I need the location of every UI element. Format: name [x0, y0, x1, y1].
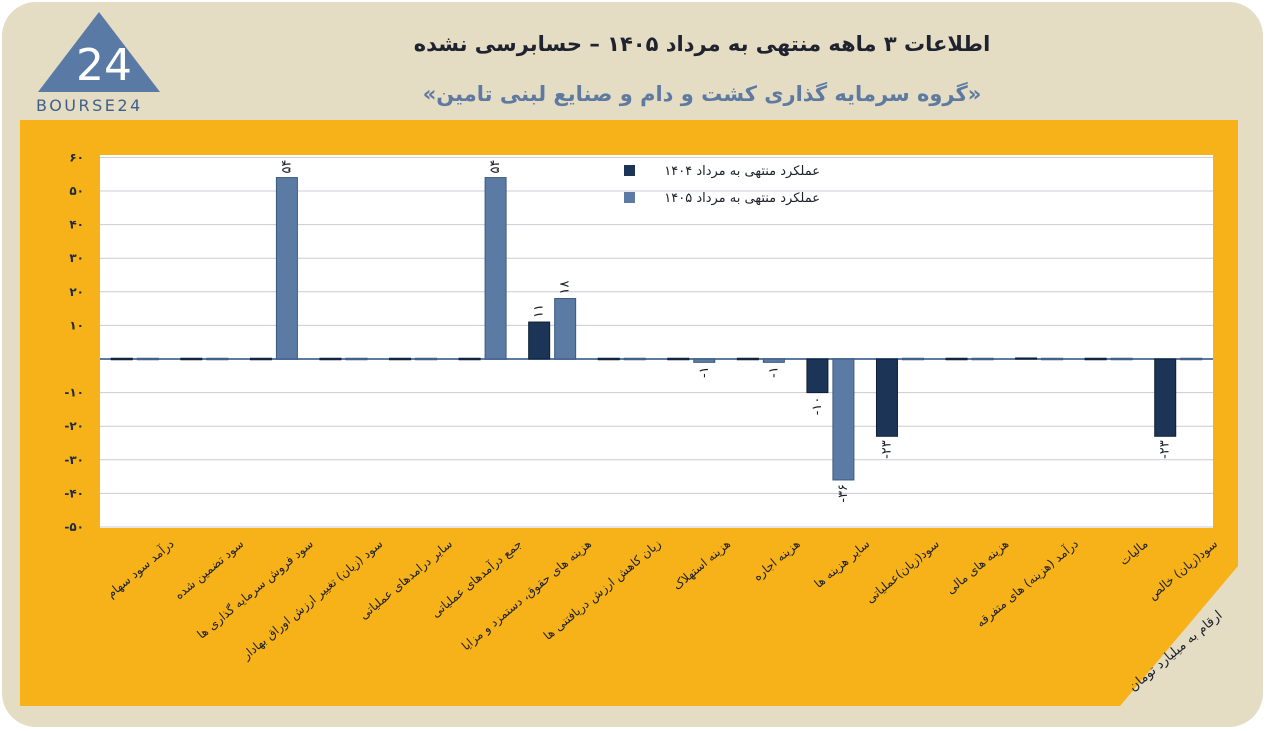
bar [458, 357, 481, 361]
y-axis-ticks: ۶۰ ۵۰ ۴۰ ۳۰ ۲۰ ۱۰ -۱۰ -۲۰ -۳۰ -۴۰ -۵۰ [64, 150, 84, 534]
bar [971, 357, 994, 361]
data-label: -۱۰ [810, 397, 825, 416]
bourse24-logo: 24 BOURSE24 [34, 10, 164, 118]
y-tick-label: ۱۰ [69, 318, 84, 332]
legend-swatch [624, 165, 635, 176]
bar [623, 357, 646, 361]
data-label: -۱ [697, 366, 712, 378]
y-tick-label: ۶۰ [69, 150, 84, 164]
legend-swatch [624, 192, 635, 203]
logo-number: 24 [76, 40, 132, 91]
bar [1015, 357, 1038, 360]
bar [319, 357, 342, 361]
legend-label: عملکرد منتهی به مرداد ۱۴۰۵ [664, 191, 820, 206]
bar [180, 357, 203, 361]
bar [345, 357, 368, 361]
bars [110, 177, 1203, 481]
bar [1180, 357, 1203, 361]
y-tick-label: -۲۰ [64, 419, 84, 433]
bar [389, 357, 412, 361]
y-tick-label: ۳۰ [69, 251, 84, 265]
bar [762, 358, 785, 363]
y-tick-label: -۱۰ [64, 386, 84, 400]
bar [206, 357, 229, 361]
bar [1084, 357, 1107, 361]
units-corner [1120, 566, 1238, 706]
data-label: ۵۴ [279, 160, 294, 174]
bar [1154, 358, 1177, 437]
data-labels: ۵۴ ۵۴ ۱۱ ۱۸ -۱ -۱ -۱۰ -۳۶ -۲۳ -۲۳ [279, 160, 1172, 503]
page-subtitle: «گروه سرمایه گذاری کشت و دام و صنایع لبن… [422, 82, 982, 106]
bar [597, 357, 620, 361]
logo-text: BOURSE24 [36, 96, 143, 115]
y-tick-label: -۴۰ [64, 486, 84, 500]
bar [832, 358, 855, 481]
bar [110, 357, 133, 361]
triangle-logo-icon: 24 BOURSE24 [36, 12, 160, 115]
data-label: -۱ [766, 366, 781, 378]
bar [945, 357, 968, 361]
bar [693, 358, 716, 363]
bar [528, 321, 551, 360]
y-tick-label: ۴۰ [69, 218, 84, 232]
bar [901, 357, 924, 361]
bar [415, 357, 438, 361]
bar [484, 177, 507, 360]
plot-area [100, 155, 1213, 528]
bar [806, 358, 829, 394]
y-tick-label: -۳۰ [64, 453, 84, 467]
bar [136, 357, 159, 361]
bar [249, 357, 272, 361]
bar [275, 177, 298, 360]
legend: عملکرد منتهی به مرداد ۱۴۰۴ عملکرد منتهی ب… [624, 164, 820, 206]
page-title: اطلاعات ۳ ماهه منتهی به مرداد ۱۴۰۵ – حسا… [413, 32, 991, 56]
data-label: -۳۶ [836, 484, 851, 503]
data-label: ۱۸ [558, 281, 573, 295]
legend-label: عملکرد منتهی به مرداد ۱۴۰۴ [664, 164, 820, 179]
bar [1041, 357, 1064, 361]
y-tick-label: -۵۰ [64, 520, 84, 534]
bar [1110, 357, 1133, 361]
bar [554, 298, 577, 360]
bar [667, 357, 690, 361]
data-label: -۲۳ [879, 440, 894, 459]
bar [736, 357, 759, 361]
y-tick-label: ۲۰ [69, 285, 84, 299]
data-label: -۲۳ [1158, 440, 1173, 459]
data-label: ۵۴ [488, 160, 503, 174]
data-label: ۱۱ [532, 304, 547, 318]
y-tick-label: ۵۰ [69, 184, 84, 198]
bar [875, 358, 898, 437]
